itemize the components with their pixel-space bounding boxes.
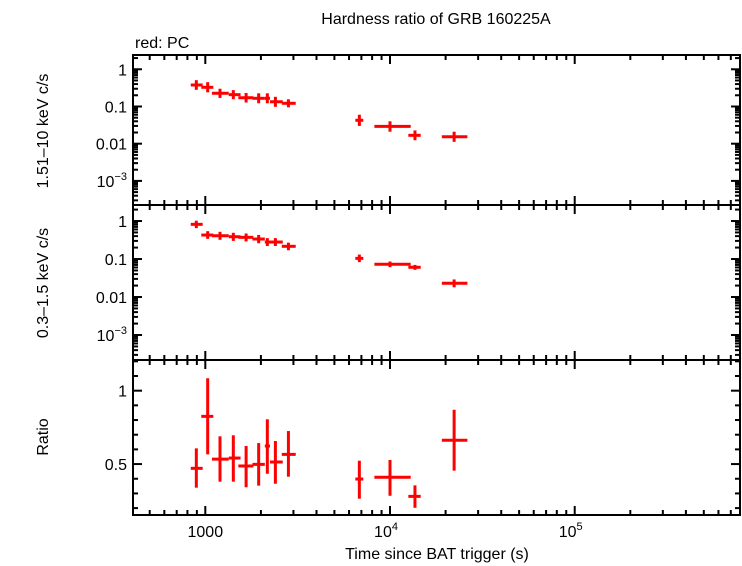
data-point — [238, 446, 254, 488]
data-point — [281, 99, 296, 108]
tick-base: 10 — [374, 524, 392, 541]
panel-frame — [132, 204, 741, 361]
data-point — [190, 80, 203, 90]
y-tick-label: 1 — [118, 384, 127, 401]
panel-frame — [132, 54, 741, 206]
data-point — [374, 459, 411, 496]
data-point — [264, 93, 270, 104]
y-tick-label: 10−3 — [97, 171, 127, 191]
y-tick-label: 1 — [118, 62, 127, 79]
data-point — [374, 121, 411, 132]
data-point — [269, 96, 283, 107]
data-point — [201, 231, 214, 239]
data-point — [408, 130, 421, 141]
data-point — [228, 435, 241, 482]
data-point — [211, 436, 229, 482]
data-point — [211, 231, 229, 240]
tick-base: 10 — [559, 524, 577, 541]
data-point — [355, 254, 364, 263]
data-point — [190, 448, 203, 488]
data-point — [190, 220, 203, 229]
legend-note: red: PC — [135, 35, 189, 52]
data-point — [269, 238, 283, 247]
tick-base: 10 — [97, 328, 115, 345]
y-axis-label: 0.3–1.5 keV c/s — [35, 228, 52, 338]
chart-title: Hardness ratio of GRB 160225A — [321, 11, 551, 28]
x-tick-label: 1000 — [188, 524, 224, 541]
x-axis-label: Time since BAT trigger (s) — [345, 546, 529, 563]
y-tick-label: 10−3 — [97, 325, 127, 345]
x-tick-label: 104 — [374, 521, 398, 541]
data-point — [238, 233, 254, 242]
tick-exponent: 4 — [392, 521, 398, 533]
data-point — [228, 90, 241, 100]
tick-exponent: 5 — [577, 521, 583, 533]
tick-base: 10 — [97, 174, 115, 191]
data-point — [441, 131, 468, 142]
data-point — [252, 234, 265, 244]
data-point — [441, 409, 468, 471]
data-point — [252, 443, 265, 486]
data-point — [408, 264, 421, 270]
y-tick-label: 1 — [118, 214, 127, 231]
y-tick-label: 0.1 — [105, 252, 127, 269]
data-point — [281, 431, 296, 477]
data-point — [201, 82, 214, 93]
data-point — [264, 238, 270, 247]
data-point — [238, 93, 254, 103]
y-tick-label: 0.01 — [96, 290, 127, 307]
tick-exponent: −3 — [114, 325, 127, 337]
data-point — [281, 242, 296, 251]
data-point — [252, 93, 265, 104]
data-point — [269, 441, 283, 484]
y-tick-label: 0.5 — [105, 457, 127, 474]
data-point — [408, 485, 421, 508]
y-tick-label: 0.1 — [105, 99, 127, 116]
y-axis-label: Ratio — [35, 418, 52, 455]
data-point — [441, 279, 468, 288]
y-tick-label: 0.01 — [96, 137, 127, 154]
data-point — [264, 419, 270, 474]
data-point — [211, 88, 229, 98]
data-point — [201, 378, 214, 455]
tick-exponent: −3 — [114, 171, 127, 183]
y-axis-label: 1.51–10 keV c/s — [35, 74, 52, 189]
data-point — [355, 114, 364, 126]
x-tick-label: 105 — [559, 521, 583, 541]
data-point — [374, 261, 411, 268]
data-point — [355, 460, 364, 499]
panel-frame — [132, 359, 741, 516]
